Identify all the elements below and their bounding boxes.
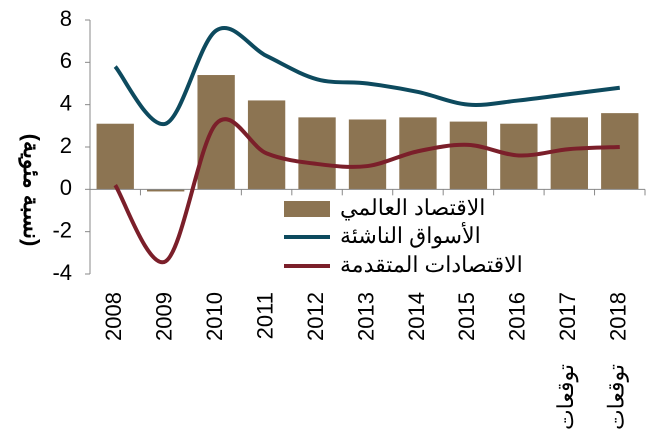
x-tick-label: 2010 bbox=[202, 292, 227, 341]
legend-swatch bbox=[284, 201, 330, 217]
legend-label: الاقتصادات المتقدمة bbox=[340, 252, 523, 277]
bar bbox=[601, 113, 639, 190]
x-tick-label: 2008 bbox=[101, 292, 126, 341]
x-tick-label: 2017 bbox=[555, 292, 580, 341]
x-tick-label: 2016 bbox=[505, 292, 530, 341]
x-tick-label: 2014 bbox=[404, 292, 429, 341]
bar bbox=[197, 75, 235, 190]
y-tick-label: -4 bbox=[52, 260, 72, 285]
y-tick-label: 6 bbox=[60, 48, 72, 73]
x-tick-label: 2009 bbox=[151, 292, 176, 341]
y-tick-label: 2 bbox=[60, 133, 72, 158]
bar bbox=[96, 123, 134, 190]
x-tick-label: 2015 bbox=[454, 292, 479, 341]
x-tick-label: 2011 bbox=[252, 292, 277, 339]
line bbox=[113, 26, 621, 126]
legend-label: الاقتصاد العالمي bbox=[340, 195, 485, 220]
bar bbox=[298, 117, 336, 190]
x-tick-label: 2018 bbox=[606, 292, 631, 341]
y-tick-label: 0 bbox=[60, 175, 72, 200]
y-axis-label: (نسبة مئوية) bbox=[18, 134, 44, 247]
y-tick-label: -2 bbox=[52, 217, 72, 242]
x-tick-label: 2012 bbox=[303, 292, 328, 341]
y-tick-label: 8 bbox=[60, 6, 72, 31]
line bbox=[113, 117, 620, 265]
bar bbox=[449, 121, 488, 190]
x-tick-sublabel: توقعات bbox=[553, 364, 579, 430]
bar bbox=[550, 117, 588, 190]
legend-label: الأسواق الناشئة bbox=[340, 221, 481, 249]
x-tick-label: 2013 bbox=[353, 292, 378, 341]
bar bbox=[147, 189, 185, 192]
bar bbox=[348, 119, 387, 190]
y-tick-label: 4 bbox=[60, 90, 72, 115]
x-tick-sublabel: توقعات bbox=[604, 364, 630, 430]
